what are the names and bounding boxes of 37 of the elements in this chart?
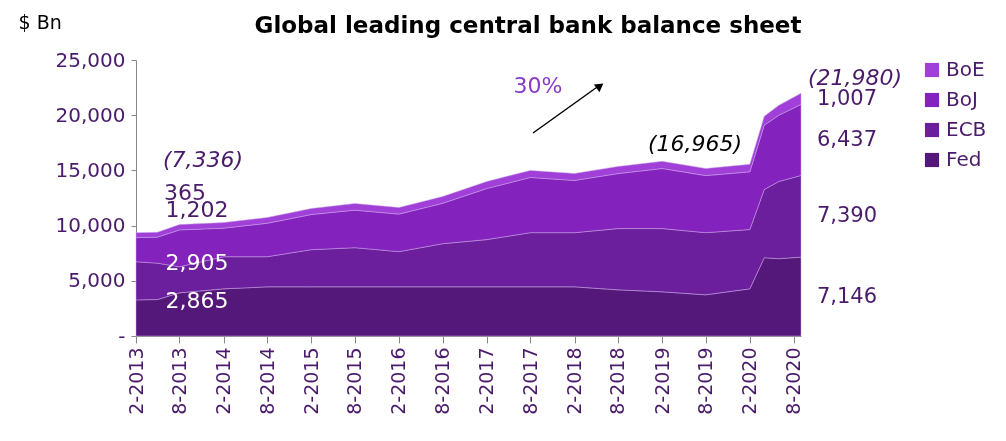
annotation: 2,865 <box>165 288 229 313</box>
legend-label: BoE <box>946 57 985 81</box>
y-tick-label: 25,000 <box>55 47 126 72</box>
legend-label: Fed <box>946 147 982 171</box>
chart-title: Global leading central bank balance sheet <box>254 12 802 38</box>
x-tick-label: 8-2014 <box>255 347 278 415</box>
annotation: 30% <box>513 73 563 98</box>
y-tick-label: 10,000 <box>55 213 126 238</box>
data-label: 6,437 <box>816 126 878 151</box>
annotation: (7,336) <box>162 147 244 172</box>
legend-label: ECB <box>946 117 987 141</box>
x-tick-label: 2-2016 <box>387 347 410 415</box>
text: (21,980) <box>807 65 903 90</box>
y-tick-label: - <box>118 323 126 348</box>
x-tick-label: 2-2014 <box>212 347 235 415</box>
y-tick-label: 20,000 <box>55 102 126 127</box>
legend-label: BoJ <box>946 87 978 111</box>
x-tick-label: 8-2017 <box>518 347 541 415</box>
data-label: 7,390 <box>816 203 878 228</box>
x-tick-label: 2-2015 <box>299 347 322 415</box>
y-tick-label: 15,000 <box>55 157 126 182</box>
y-axis-title: $ Bn <box>18 10 62 33</box>
x-tick-label: 2-2018 <box>563 347 586 415</box>
x-tick-label: 8-2020 <box>782 347 805 415</box>
data-label: 7,146 <box>816 283 878 308</box>
annotation: (16,965) <box>647 131 743 156</box>
x-tick-label: 2-2017 <box>475 347 498 415</box>
x-tick-label: 8-2018 <box>606 347 629 415</box>
x-tick-label: 2-2020 <box>738 347 761 415</box>
x-tick-label: 8-2015 <box>343 347 366 415</box>
x-tick-label: 2-2019 <box>650 347 673 415</box>
x-tick-label: 8-2019 <box>694 347 717 415</box>
x-tick-label: 8-2013 <box>167 347 190 415</box>
annotation: 2,905 <box>165 250 229 275</box>
y-tick-label: 5,000 <box>68 268 126 293</box>
x-tick-label: 8-2016 <box>431 347 454 415</box>
x-tick-label: 2-2013 <box>124 347 147 415</box>
